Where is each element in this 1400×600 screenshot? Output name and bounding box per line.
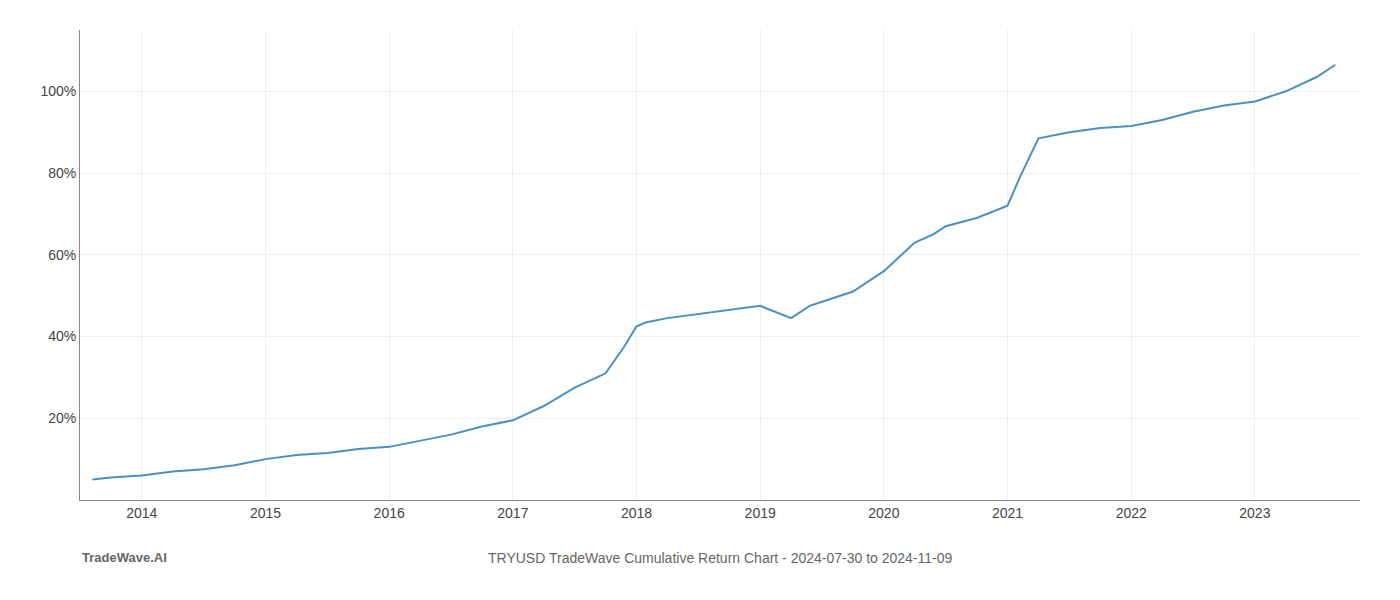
svg-text:2017: 2017	[497, 505, 528, 521]
svg-text:80%: 80%	[48, 165, 76, 181]
svg-text:2014: 2014	[126, 505, 157, 521]
svg-text:2021: 2021	[992, 505, 1023, 521]
svg-text:2023: 2023	[1239, 505, 1270, 521]
svg-text:TRYUSD TradeWave Cumulative Re: TRYUSD TradeWave Cumulative Return Chart…	[488, 550, 953, 566]
svg-text:2016: 2016	[374, 505, 405, 521]
svg-text:2020: 2020	[868, 505, 899, 521]
svg-text:40%: 40%	[48, 328, 76, 344]
svg-text:60%: 60%	[48, 247, 76, 263]
svg-text:2018: 2018	[621, 505, 652, 521]
svg-text:TradeWave.AI: TradeWave.AI	[82, 550, 167, 565]
svg-text:100%: 100%	[40, 83, 76, 99]
svg-text:20%: 20%	[48, 410, 76, 426]
svg-text:2015: 2015	[250, 505, 281, 521]
svg-text:2019: 2019	[745, 505, 776, 521]
svg-text:2022: 2022	[1116, 505, 1147, 521]
